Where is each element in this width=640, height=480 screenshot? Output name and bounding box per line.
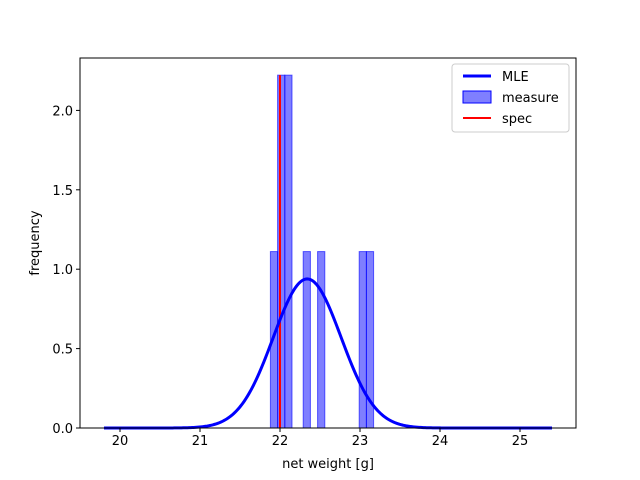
x-tick-label: 20 [112, 434, 129, 449]
y-tick-label: 1.5 [52, 184, 73, 199]
histogram-bar-1 [277, 74, 286, 429]
y-tick-label: 1.0 [52, 263, 73, 278]
x-axis-label: net weight [g] [282, 457, 374, 472]
y-axis-ticks: 0.0 0.5 1.0 1.5 2.0 [52, 104, 80, 437]
plot-frame [79, 57, 577, 429]
x-tick-label: 25 [512, 434, 529, 449]
legend-box [451, 63, 570, 133]
histogram-bar-4 [317, 251, 326, 429]
legend-label-spec: spec [502, 112, 532, 127]
y-tick-label: 0.0 [52, 422, 73, 437]
x-tick-label: 24 [432, 434, 449, 449]
x-axis-ticks: 20 21 22 23 24 25 [112, 428, 529, 449]
y-tick-label: 2.0 [52, 104, 73, 119]
legend-swatch-measure [462, 90, 492, 104]
x-tick-label: 22 [272, 434, 289, 449]
legend: MLE measure spec [451, 63, 570, 133]
legend-label-measure: measure [502, 91, 559, 106]
histogram-bar-2 [284, 74, 293, 429]
y-axis-label: frequency [28, 210, 43, 276]
x-tick-label: 23 [352, 434, 369, 449]
histogram-bar-5 [358, 251, 367, 429]
x-tick-label: 21 [192, 434, 209, 449]
y-tick-label: 0.5 [52, 343, 73, 358]
legend-label-mle: MLE [502, 70, 529, 85]
